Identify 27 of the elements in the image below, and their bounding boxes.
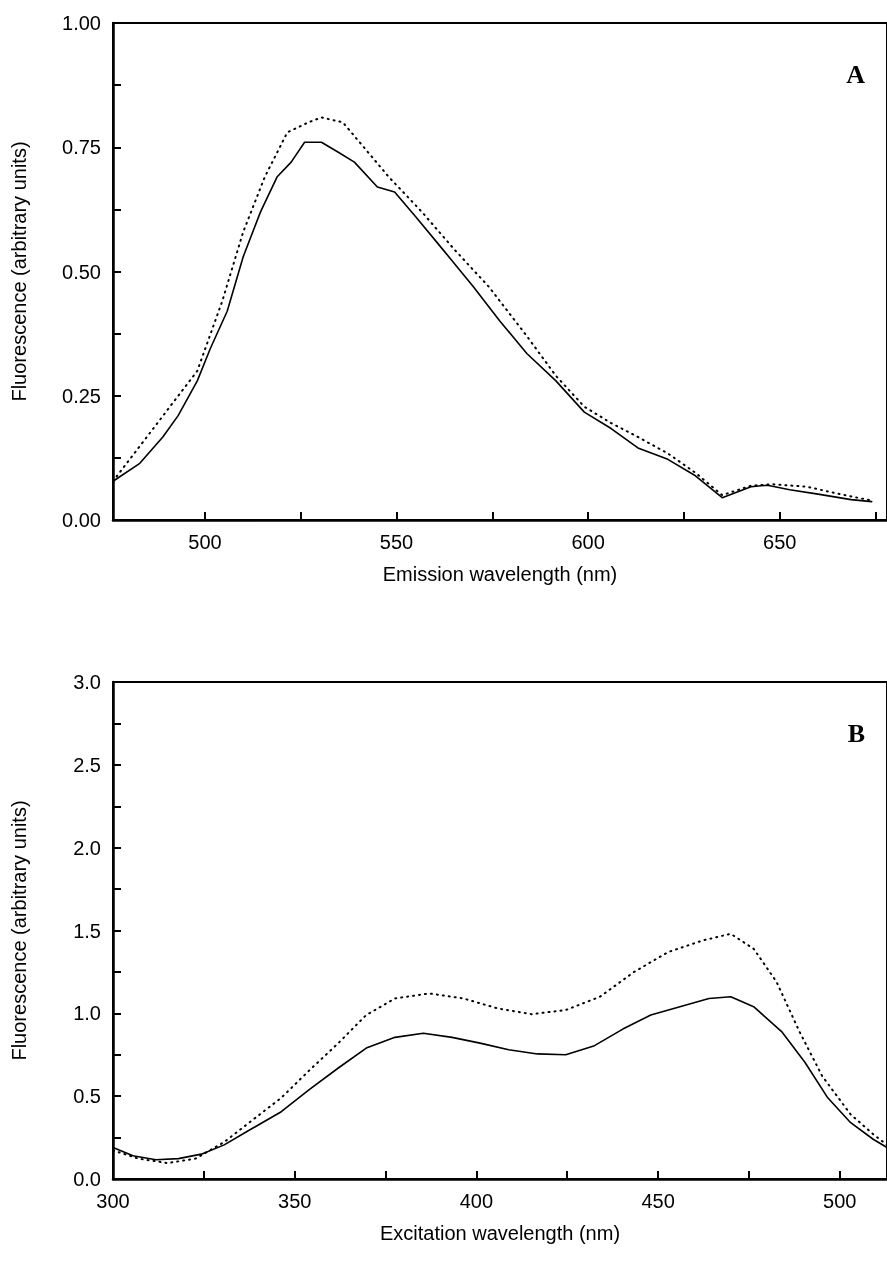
y-tick-label: 1.5: [73, 919, 101, 942]
x-tick-label: 600: [571, 531, 605, 553]
x-tick-label: 350: [278, 1190, 312, 1212]
y-tick-label: 3.0: [73, 671, 101, 693]
x-tick-label: 300: [96, 1190, 130, 1212]
y-tick-label: 1.00: [62, 12, 101, 34]
y-tick-label: 0.50: [62, 260, 101, 283]
x-tick-label: 500: [188, 531, 222, 553]
y-tick-label: 1.0: [73, 1002, 101, 1025]
y-tick-label: 0.5: [73, 1085, 101, 1108]
x-tick-label: 650: [763, 531, 797, 553]
x-tick-label: 550: [379, 531, 414, 553]
text: 0.0: [73, 1168, 101, 1190]
text: 0.00: [62, 509, 101, 531]
annotation: B: [847, 718, 865, 748]
x-axis-title: Excitation wavelength (nm): [379, 1222, 621, 1244]
y-tick-label: 0.25: [62, 384, 101, 407]
annotation: A: [846, 59, 866, 89]
x-tick-label: 500: [823, 1190, 857, 1212]
x-tick-label: 400: [459, 1190, 494, 1212]
y-tick-label: 0.75: [62, 136, 101, 159]
y-tick-label: 2.0: [73, 836, 101, 859]
x-axis-title: Emission wavelength (nm): [382, 563, 618, 585]
y-axis-title: Fluorescence (arbitrary units): [8, 800, 30, 1061]
x-tick-label: 450: [641, 1190, 675, 1212]
y-tick-label: 2.5: [73, 753, 101, 776]
y-axis-title: Fluorescence (arbitrary units): [8, 141, 30, 402]
